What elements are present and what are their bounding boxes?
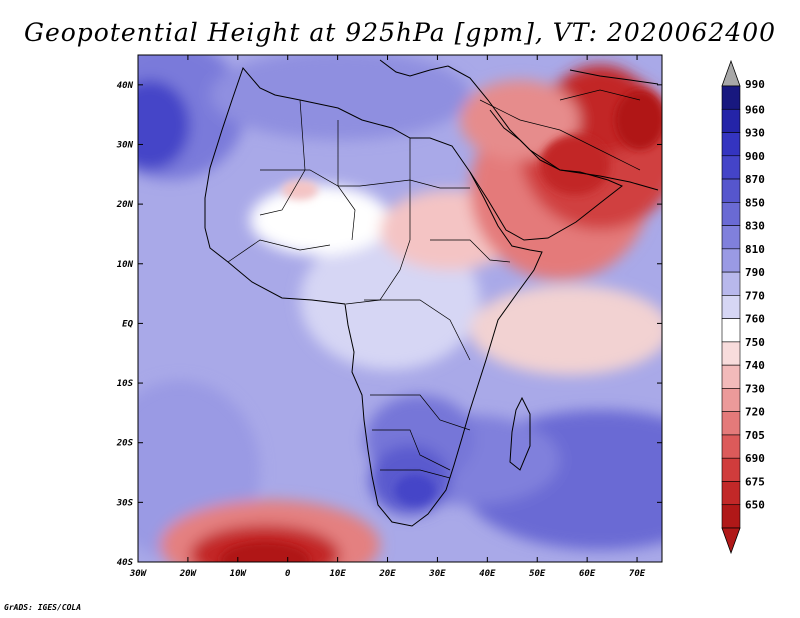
- colorbar-bottom-arrow: [721, 527, 741, 555]
- lon-label: 20E: [378, 569, 396, 579]
- country-borders: [227, 89, 641, 479]
- colorbar-label: 675: [745, 475, 765, 488]
- colorbar-label: 850: [745, 196, 765, 209]
- height-field: [138, 55, 662, 562]
- colorbar-swatch: [721, 457, 741, 482]
- map-frame: [137, 54, 663, 563]
- colorbar-swatch: [721, 411, 741, 436]
- colorbar-swatch: [721, 132, 741, 157]
- lon-label: 30E: [428, 569, 446, 579]
- colorbar-swatch: [721, 318, 741, 343]
- colorbar-label: 990: [745, 78, 765, 91]
- lon-label: 20W: [179, 569, 198, 579]
- colorbar-swatch: [721, 85, 741, 110]
- colorbar-label: 760: [745, 313, 765, 326]
- colorbar-label: 770: [745, 289, 765, 302]
- colorbar-swatch: [721, 155, 741, 180]
- lon-label: 30W: [129, 569, 148, 579]
- colorbar-top-arrow: [721, 59, 741, 87]
- colorbar-label: 690: [745, 452, 765, 465]
- colorbar-swatch: [721, 388, 741, 412]
- lat-label: EQ: [122, 319, 133, 329]
- latitude-labels: 40N 30N 20N 10N EQ 10S 20S 30S 40S: [116, 81, 134, 568]
- lat-label: 20S: [116, 439, 134, 449]
- colorbar-swatch: [721, 202, 741, 226]
- colorbar-label: 650: [745, 499, 765, 512]
- colorbar-swatch: [721, 481, 741, 506]
- lat-label: 10N: [117, 260, 134, 270]
- colorbar-label: 810: [745, 243, 765, 256]
- lon-label: 40E: [479, 569, 496, 579]
- colorbar-label: 790: [745, 266, 765, 279]
- colorbar-swatch: [721, 341, 741, 366]
- colorbar-swatch: [721, 295, 741, 319]
- lon-label: 70E: [629, 569, 646, 579]
- lat-label: 20N: [116, 200, 134, 210]
- colorbar-label: 830: [745, 220, 765, 233]
- lon-label: 0: [285, 569, 291, 579]
- colorbar-swatch: [721, 178, 741, 203]
- colorbar-swatch: [721, 225, 741, 250]
- colorbar-swatch: [721, 108, 741, 133]
- africa-coastline: [204, 67, 543, 527]
- longitude-labels: 30W 20W 10W 0 10E 20E 30E 40E 50E 60E 70E: [129, 569, 646, 579]
- colorbar-label: 900: [745, 150, 765, 163]
- colorbar-label: 705: [745, 429, 765, 442]
- colorbar-swatch: [721, 434, 741, 459]
- lat-label: 30N: [116, 140, 134, 150]
- colorbar-label: 730: [745, 382, 765, 395]
- lat-label: 30S: [116, 498, 134, 508]
- lat-label: 40N: [117, 81, 134, 91]
- lat-label: 10S: [117, 379, 134, 389]
- lon-label: 10W: [230, 569, 248, 579]
- axis-ticks: [137, 55, 662, 563]
- lat-label: 40S: [117, 558, 134, 568]
- colorbar-swatch: [721, 364, 741, 389]
- colorbar-label: 720: [745, 406, 765, 419]
- lon-label: 10E: [329, 569, 346, 579]
- grads-credit: GrADS: IGES/COLA: [4, 603, 82, 612]
- caspian-coastline: [569, 69, 659, 85]
- colorbar: 990 960 930 900 870 850 830 810 790 770 760 750 740 7…: [721, 59, 765, 555]
- colorbar-swatch: [721, 271, 741, 296]
- chart-title: Geopotential Height at 925hPa [gpm], VT:…: [23, 18, 777, 47]
- lon-label: 60E: [579, 569, 596, 579]
- colorbar-label: 870: [745, 173, 765, 186]
- colorbar-label: 960: [745, 103, 765, 116]
- arabia-coastline: [469, 109, 623, 241]
- colorbar-label: 740: [745, 359, 765, 372]
- colorbar-label: 750: [745, 336, 765, 349]
- colorbar-swatch: [721, 504, 741, 529]
- mediterranean-coastline: [379, 59, 449, 77]
- colorbar-label: 930: [745, 127, 765, 140]
- coastlines: [204, 59, 659, 527]
- colorbar-swatch: [721, 248, 741, 273]
- lon-label: 50E: [529, 569, 546, 579]
- madagascar-coastline: [509, 396, 531, 471]
